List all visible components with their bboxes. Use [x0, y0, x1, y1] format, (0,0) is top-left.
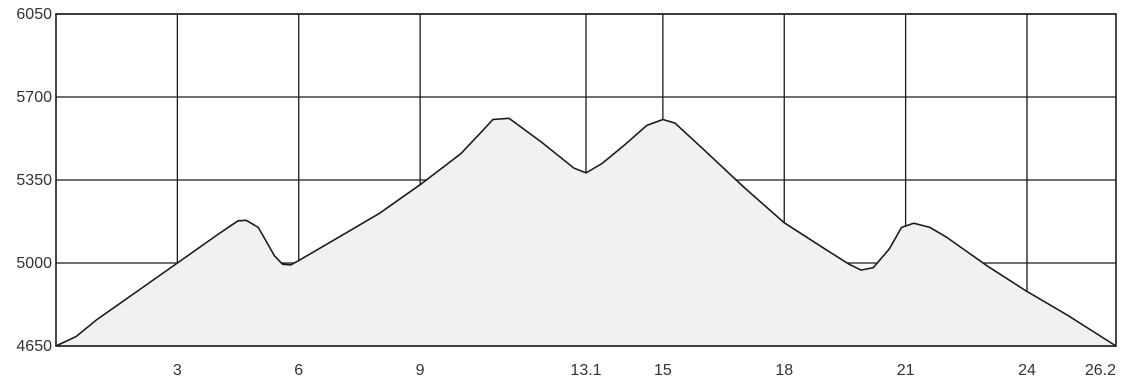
- y-tick-label: 5700: [16, 89, 52, 106]
- x-tick-label: 9: [416, 362, 425, 379]
- y-tick-label: 5000: [16, 255, 52, 272]
- x-tick-label: 24: [1018, 362, 1036, 379]
- elevation-line: [55, 117, 1117, 347]
- y-tick-label: 4650: [16, 338, 52, 355]
- x-axis-tick-labels: 3 6 9 13.1 15 18 21 24 26.2: [173, 362, 1116, 379]
- y-tick-label: 5350: [16, 172, 52, 189]
- x-tick-label: 6: [294, 362, 303, 379]
- x-tick-label: 18: [775, 362, 793, 379]
- x-tick-label: 15: [654, 362, 672, 379]
- plot-frame: [55, 13, 1117, 347]
- x-tick-label: 13.1: [570, 362, 601, 379]
- y-tick-label: 6050: [16, 6, 52, 23]
- elevation-area: [56, 118, 1116, 346]
- x-tick-label: 3: [173, 362, 182, 379]
- x-tick-label: 21: [897, 362, 915, 379]
- y-axis-tick-labels: 4650 5000 5350 5700 6050: [16, 6, 52, 355]
- x-tick-label: 26.2: [1085, 362, 1116, 379]
